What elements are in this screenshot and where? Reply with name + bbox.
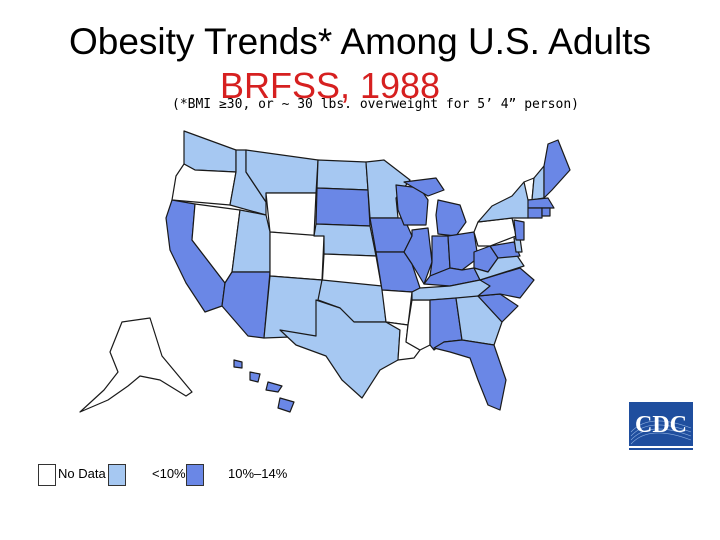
state-NM	[263, 275, 323, 339]
state-AZ	[221, 271, 271, 339]
state-SD	[315, 187, 371, 227]
state-NJ	[513, 219, 525, 241]
state-AR	[381, 289, 413, 326]
state-HI	[233, 359, 295, 413]
cdc-logo: CDC	[629, 402, 693, 450]
legend-label-lt10: <10%	[152, 466, 186, 481]
bmi-footnote: (*BMI ≥30, or ~ 30 lbs. overweight for 5…	[172, 97, 579, 112]
map-title: Obesity Trends* Among U.S. Adults	[68, 21, 651, 62]
legend-label-no-data: No Data	[58, 466, 106, 481]
state-GA	[455, 295, 503, 346]
state-FL	[433, 339, 507, 411]
state-RI	[541, 207, 551, 217]
state-NC	[477, 267, 535, 299]
state-ND	[316, 159, 369, 191]
state-NH	[531, 165, 545, 201]
legend-label-10-14: 10%–14%	[228, 466, 288, 481]
state-WA	[183, 130, 237, 173]
state-OH	[447, 231, 479, 271]
legend-swatch-lt10	[108, 464, 126, 486]
legend-swatch-no-data	[38, 464, 56, 486]
state-NY	[477, 181, 533, 223]
state-CO	[269, 231, 325, 281]
svg-text:CDC: CDC	[635, 412, 687, 438]
state-TX	[279, 299, 401, 399]
legend-swatch-10-14	[186, 464, 204, 486]
state-AK	[79, 317, 193, 413]
state-ME	[543, 139, 571, 199]
state-MA	[527, 197, 555, 209]
map-subtitle: BRFSS, 1988	[219, 65, 441, 106]
state-WY	[265, 192, 317, 237]
state-IL	[403, 227, 433, 285]
state-MD	[489, 241, 521, 259]
state-CT	[527, 207, 543, 219]
